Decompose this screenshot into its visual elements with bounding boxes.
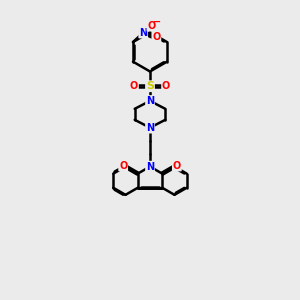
Text: S: S xyxy=(146,81,154,91)
Text: O: O xyxy=(162,81,170,91)
Text: O: O xyxy=(119,160,127,171)
Text: N: N xyxy=(146,162,154,172)
Text: O: O xyxy=(147,21,156,31)
Text: N: N xyxy=(146,123,154,133)
Text: O: O xyxy=(152,32,160,42)
Text: N: N xyxy=(146,96,154,106)
Text: O: O xyxy=(130,81,138,91)
Text: O: O xyxy=(173,160,181,171)
Text: N: N xyxy=(139,28,147,38)
Text: −: − xyxy=(153,17,161,27)
